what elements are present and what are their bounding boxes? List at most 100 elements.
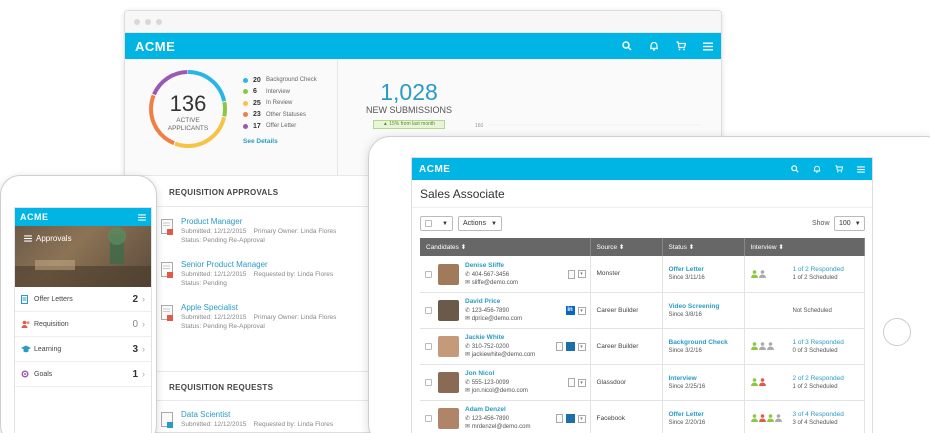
bell-icon[interactable] — [640, 33, 667, 59]
phone-row-offer-letters[interactable]: Offer Letters 2 › — [15, 287, 151, 312]
candidate-email[interactable]: ✉ sliffe@demo.com — [465, 279, 518, 286]
donut-segment — [149, 70, 227, 148]
row-checkbox[interactable] — [425, 307, 432, 314]
see-details-link[interactable]: See Details — [243, 138, 278, 145]
profile-icon[interactable] — [565, 342, 575, 351]
chevron-down-icon[interactable]: ▾ — [577, 378, 586, 387]
resume-file-icon[interactable] — [567, 269, 575, 279]
profile-icon[interactable] — [565, 414, 575, 423]
select-all-checkbox[interactable] — [425, 220, 432, 227]
table-row[interactable]: David Price ✆ 123-456-7890 ✉ dprice@demo.c… — [420, 292, 865, 329]
actions-dropdown[interactable]: Actions ▼ — [458, 216, 502, 231]
phone-row-requisition[interactable]: Requisition 0 › — [15, 312, 151, 337]
menu-icon[interactable] — [850, 158, 872, 180]
person-icon — [766, 342, 774, 350]
person-icon — [774, 414, 782, 422]
status-link[interactable]: Offer Letter — [668, 266, 704, 274]
interview-scheduled: Not Scheduled — [792, 308, 832, 314]
table-row[interactable]: Jon Nicol ✆ 555-123-0099 ✉ jon.nicol@demo.… — [420, 364, 865, 401]
bell-icon[interactable] — [806, 158, 828, 180]
phone-row-goals[interactable]: Goals 1 › — [15, 362, 151, 387]
interview-responded-link[interactable]: 3 of 4 Responded — [792, 410, 844, 418]
avatar[interactable] — [438, 408, 459, 429]
resume-file-icon[interactable] — [555, 414, 563, 423]
row-checkbox[interactable] — [425, 343, 432, 350]
row-checkbox[interactable] — [425, 270, 432, 278]
show-label: Show — [812, 220, 830, 227]
column-header-interview[interactable]: Interview ⬍ — [744, 238, 865, 256]
interview-responded-link[interactable]: 2 of 2 Responded — [792, 374, 844, 382]
phone-row-learning[interactable]: Learning 3 › — [15, 337, 151, 362]
search-icon[interactable] — [784, 158, 806, 180]
requisition-title-link[interactable]: Senior Product Manager — [181, 260, 268, 269]
requisition-title-link[interactable]: Apple Specialist — [181, 303, 238, 312]
status-link[interactable]: Background Check — [668, 338, 728, 346]
table-row[interactable]: Denise Sliffe ✆ 404-567-3456 ✉ sliffe@demo… — [420, 256, 865, 293]
avatar[interactable] — [438, 300, 459, 321]
row-checkbox[interactable] — [425, 379, 432, 386]
home-button[interactable] — [883, 318, 911, 346]
row-label: Learning — [34, 345, 62, 353]
graduation-cap-icon — [21, 345, 31, 353]
resume-file-icon[interactable] — [567, 378, 575, 387]
phone-icon: ✆ — [465, 308, 472, 314]
table-row[interactable]: Jackie White ✆ 310-752-0200 ✉ jackiewhite@… — [420, 328, 865, 365]
chevron-down-icon[interactable]: ▾ — [577, 414, 586, 423]
hero-banner: Approvals — [15, 226, 151, 287]
status-text: Status: Pending Re-Approval — [181, 323, 265, 330]
linkedin-icon[interactable]: in — [565, 306, 575, 315]
search-icon[interactable] — [613, 33, 640, 59]
table-row[interactable]: Adam Denzel ✆ 123-456-7890 ✉ mrdenzel@demo… — [420, 400, 865, 433]
status-link[interactable]: Video Screening — [668, 302, 720, 310]
interview-responded-link[interactable]: 1 of 3 Responded — [792, 338, 844, 346]
candidate-email[interactable]: ✉ dprice@demo.com — [465, 315, 522, 322]
status-link[interactable]: Offer Letter — [668, 410, 704, 418]
page-size-select[interactable]: 100 ▼ — [834, 216, 865, 231]
section-title: REQUISITION APPROVALS — [169, 188, 279, 197]
requisition-title-link[interactable]: Product Manager — [181, 217, 243, 226]
interview-responded-link[interactable]: 1 of 2 Responded — [792, 266, 844, 274]
source-cell: Career Builder — [590, 328, 663, 365]
requisition-meta: Submitted: 12/12/2015 Requested by: Lind… — [181, 421, 333, 428]
avatar[interactable] — [438, 372, 459, 393]
chevron-down-icon[interactable]: ▾ — [577, 342, 586, 351]
cart-icon[interactable] — [828, 158, 850, 180]
requisition-meta: Submitted: 12/12/2015 Requested by: Lind… — [181, 271, 333, 278]
menu-icon[interactable] — [133, 208, 151, 226]
status-cell: Video Screening Since 3/8/16 — [662, 292, 745, 329]
cart-icon[interactable] — [667, 33, 694, 59]
legend-label: Background Check — [266, 77, 317, 83]
brand-logo[interactable]: ACME — [419, 163, 451, 175]
menu-icon[interactable] — [694, 33, 721, 59]
chevron-down-icon: ▼ — [854, 220, 861, 227]
owner-text: Primary Owner: Linda Flores — [253, 314, 337, 321]
brand-logo[interactable]: ACME — [135, 38, 176, 54]
bulk-select-dropdown[interactable]: ▼ — [420, 216, 453, 231]
column-header-source[interactable]: Source ⬍ — [590, 238, 663, 256]
column-header-status[interactable]: Status ⬍ — [662, 238, 745, 256]
requisition-title-link[interactable]: Data Scientist — [181, 410, 231, 419]
candidate-name-link[interactable]: Jackie White — [465, 334, 505, 341]
hero-title[interactable]: Approvals — [24, 234, 72, 243]
chevron-down-icon[interactable]: ▾ — [577, 270, 586, 279]
avatar[interactable] — [438, 263, 459, 285]
avatar[interactable] — [438, 336, 459, 357]
candidate-email[interactable]: ✉ mrdenzel@demo.com — [465, 423, 530, 430]
resume-file-icon[interactable] — [555, 342, 563, 351]
candidate-email[interactable]: ✉ jon.nicol@demo.com — [465, 387, 528, 394]
brand-logo[interactable]: ACME — [20, 212, 49, 222]
table-toolbar: ▼ Actions ▼ Show 100 ▼ — [412, 208, 872, 238]
status-link[interactable]: Interview — [668, 374, 697, 382]
candidate-name-link[interactable]: David Price — [465, 298, 501, 305]
candidate-email[interactable]: ✉ jackiewhite@demo.com — [465, 351, 535, 358]
candidate-actions: ▾ — [555, 414, 586, 423]
column-header-candidates[interactable]: Candidates ⬍ — [420, 238, 591, 256]
candidate-name-link[interactable]: Jon Nicol — [465, 370, 495, 377]
candidate-name-link[interactable]: Denise Sliffe — [465, 261, 505, 269]
legend-dot — [243, 77, 248, 83]
phone-number: 310-752-0200 — [471, 344, 510, 350]
candidate-name-link[interactable]: Adam Denzel — [465, 406, 506, 413]
target-icon — [21, 370, 31, 378]
row-checkbox[interactable] — [425, 415, 432, 422]
chevron-down-icon[interactable]: ▾ — [577, 306, 586, 315]
